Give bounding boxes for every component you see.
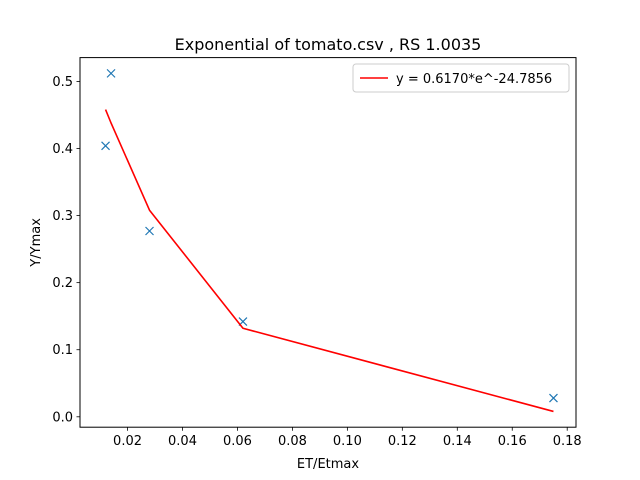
x-tick-label: 0.02 bbox=[113, 434, 142, 449]
chart-title: Exponential of tomato.csv , RS 1.0035 bbox=[175, 35, 482, 54]
axis-ticks: 0.02 0.04 0.06 0.08 0.10 0.12 0.14 0.16 0.18 0.0 0… bbox=[52, 75, 581, 449]
scatter-point bbox=[101, 141, 110, 151]
x-tick-label: 0.06 bbox=[223, 434, 252, 449]
scatter-point bbox=[106, 68, 116, 78]
y-tick-label: 0.5 bbox=[52, 75, 73, 90]
y-axis-label: Y/Ymax bbox=[29, 218, 44, 268]
x-tick-label: 0.08 bbox=[278, 434, 307, 449]
x-tick-label: 0.04 bbox=[168, 434, 197, 449]
y-tick-label: 0.2 bbox=[52, 276, 73, 291]
scatter-point bbox=[549, 393, 558, 403]
plot-frame bbox=[79, 57, 577, 428]
x-tick-label: 0.14 bbox=[443, 434, 472, 449]
scatter-point bbox=[145, 226, 154, 236]
fit-line bbox=[104, 109, 554, 413]
legend: y = 0.6170*e^-24.7856 bbox=[352, 63, 570, 93]
y-tick-label: 0.4 bbox=[52, 142, 73, 157]
y-tick-label: 0.0 bbox=[52, 410, 73, 425]
x-axis-label: ET/Etmax bbox=[297, 457, 359, 472]
y-tick-label: 0.1 bbox=[52, 343, 73, 358]
legend-label: y = 0.6170*e^-24.7856 bbox=[396, 72, 552, 87]
y-tick-label: 0.3 bbox=[52, 209, 73, 224]
x-tick-label: 0.12 bbox=[388, 434, 417, 449]
x-tick-label: 0.10 bbox=[333, 434, 362, 449]
data-layer bbox=[101, 68, 558, 413]
x-tick-label: 0.16 bbox=[498, 434, 527, 449]
x-tick-label: 0.18 bbox=[553, 434, 582, 449]
legend-box bbox=[352, 63, 570, 93]
